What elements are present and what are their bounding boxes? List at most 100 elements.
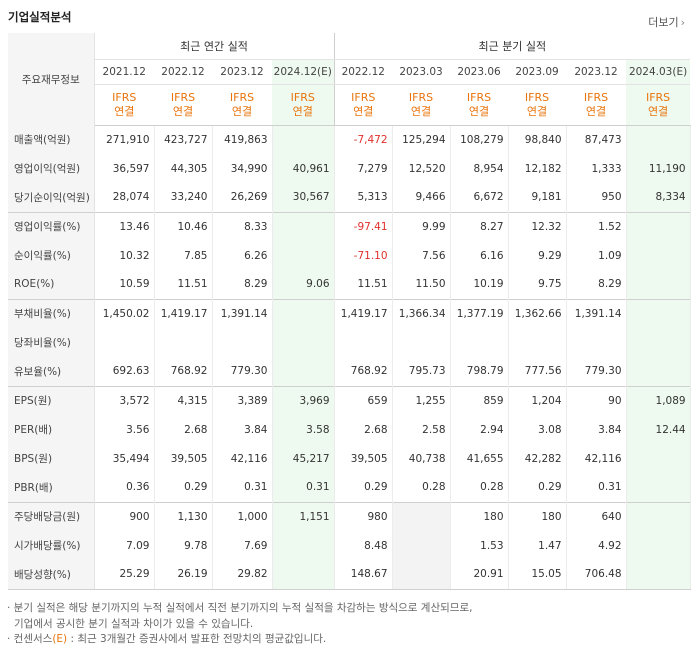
table-cell xyxy=(450,328,509,357)
table-cell: 29.82 xyxy=(212,560,273,590)
table-cell xyxy=(272,241,335,270)
table-row: 당기순이익(억원) 28,074 33,240 26,269 30,567 5,313 9,… xyxy=(8,183,691,212)
table-cell: 108,279 xyxy=(450,125,509,154)
table-cell: 1,151 xyxy=(272,501,335,531)
table-cell: 20.91 xyxy=(450,560,509,590)
ifrs-label: IFRS xyxy=(170,90,196,104)
table-cell: 13.46 xyxy=(94,211,155,241)
table-cell xyxy=(626,328,691,357)
table-cell: 39,505 xyxy=(333,444,393,473)
table-cell: 7.69 xyxy=(212,531,273,560)
table-cell: 0.29 xyxy=(154,473,213,502)
table-cell xyxy=(626,501,691,531)
row-label: 매출액(억원) xyxy=(8,125,95,154)
table-cell: 692.63 xyxy=(94,357,155,386)
consolidated-label: 연결 xyxy=(114,104,135,118)
row-label: ROE(%) xyxy=(8,270,95,299)
table-cell xyxy=(626,270,691,299)
more-link[interactable]: 더보기 › xyxy=(648,14,685,30)
table-cell: 0.28 xyxy=(450,473,509,502)
consolidated-label: 연결 xyxy=(647,104,669,118)
consolidated-label: 연결 xyxy=(292,104,313,118)
table-row: EPS(원) 3,572 4,315 3,389 3,969 659 1,255 859 1,2… xyxy=(8,385,691,415)
accounting-standard: IFRS 연결 xyxy=(508,84,567,126)
more-label: 더보기 xyxy=(648,16,679,29)
table-cell: 795.73 xyxy=(392,357,451,386)
table-cell: 9.06 xyxy=(272,270,335,299)
accounting-standard: IFRS 연결 xyxy=(566,84,627,126)
quarterly-group-header: 최근 분기 실적 xyxy=(333,33,691,60)
table-row: 주당배당금(원) 900 1,130 1,000 1,151 980 180 180 640 xyxy=(8,501,691,531)
table-cell: 98,840 xyxy=(508,125,567,154)
table-cell xyxy=(626,211,691,241)
table-cell: 11.51 xyxy=(154,270,213,299)
table-cell: 87,473 xyxy=(566,125,627,154)
accounting-standard: IFRS 연결 xyxy=(333,84,393,126)
table-cell: 7,279 xyxy=(333,154,393,183)
table-cell: 0.29 xyxy=(333,473,393,502)
table-row: 시가배당률(%) 7.09 9.78 7.69 8.48 1.53 1.47 4.92 xyxy=(8,531,691,560)
table-cell xyxy=(272,125,335,154)
row-label: PBR(배) xyxy=(8,473,95,502)
ifrs-label: IFRS xyxy=(351,90,376,104)
table-cell: 900 xyxy=(94,501,155,531)
table-cell: 0.31 xyxy=(212,473,273,502)
table-cell: 5,313 xyxy=(333,183,393,212)
table-cell: 44,305 xyxy=(154,154,213,183)
table-cell: 1,000 xyxy=(212,501,273,531)
table-row: 순이익률(%) 10.32 7.85 6.26 -71.10 7.56 6.16 9.29 1.… xyxy=(8,241,691,270)
table-cell: 26.19 xyxy=(154,560,213,590)
table-cell xyxy=(626,473,691,502)
table-cell: -97.41 xyxy=(333,211,393,241)
accounting-standard: IFRS 연결 xyxy=(154,84,212,126)
table-cell: 25.29 xyxy=(94,560,155,590)
row-label: 영업이익률(%) xyxy=(8,211,95,241)
table-cell: 8,954 xyxy=(450,154,509,183)
table-cell: 3.56 xyxy=(94,415,155,444)
consolidated-label: 연결 xyxy=(231,104,253,118)
table-cell: 6.26 xyxy=(212,241,273,270)
table-cell: 1,391.14 xyxy=(566,298,627,328)
table-cell: 2.94 xyxy=(450,415,509,444)
accounting-standard: IFRS 연결 xyxy=(212,84,272,126)
table-cell: 148.67 xyxy=(333,560,393,590)
table-cell: 768.92 xyxy=(333,357,393,386)
table-cell xyxy=(272,357,335,386)
table-cell: 9.99 xyxy=(392,211,451,241)
ifrs-label: IFRS xyxy=(524,90,550,104)
note-consensus: · 컨센서스(E) : 최근 3개월간 증권사에서 발표한 전망치의 평균값입니… xyxy=(7,632,472,648)
table-cell: 0.29 xyxy=(508,473,567,502)
table-cell: 3.84 xyxy=(212,415,273,444)
table-cell: 659 xyxy=(333,385,393,415)
table-cell: 180 xyxy=(508,501,567,531)
table-row: 매출액(억원) 271,910 423,727 419,863 -7,472 125,29… xyxy=(8,125,691,154)
table-cell: 9.75 xyxy=(508,270,567,299)
period-header: 2023.06 xyxy=(450,59,509,85)
table-cell: 8.29 xyxy=(566,270,627,299)
table-cell: 42,282 xyxy=(508,444,567,473)
table-cell: 1,419.17 xyxy=(154,298,213,328)
table-cell: 12.44 xyxy=(626,415,691,444)
table-cell: 41,655 xyxy=(450,444,509,473)
table-cell xyxy=(272,560,335,590)
table-cell xyxy=(94,328,155,357)
table-cell: 859 xyxy=(450,385,509,415)
table-cell xyxy=(626,241,691,270)
table-cell: 1,450.02 xyxy=(94,298,155,328)
period-header: 2022.12 xyxy=(333,59,393,85)
period-header: 2024.03(E) xyxy=(626,59,691,85)
table-row: 배당성향(%) 25.29 26.19 29.82 148.67 20.91 15.05 70… xyxy=(8,560,691,590)
accounting-standard: IFRS 연결 xyxy=(272,84,335,126)
table-cell: 90 xyxy=(566,385,627,415)
ifrs-label: IFRS xyxy=(229,90,255,104)
table-cell xyxy=(626,531,691,560)
table-cell: 125,294 xyxy=(392,125,451,154)
consolidated-label: 연결 xyxy=(585,104,607,118)
table-cell: 10.32 xyxy=(94,241,155,270)
ifrs-label: IFRS xyxy=(645,90,671,104)
table-cell: 2.68 xyxy=(333,415,393,444)
table-cell: 26,269 xyxy=(212,183,273,212)
table-cell xyxy=(626,125,691,154)
table-cell: 12,182 xyxy=(508,154,567,183)
table-cell: 9.78 xyxy=(154,531,213,560)
